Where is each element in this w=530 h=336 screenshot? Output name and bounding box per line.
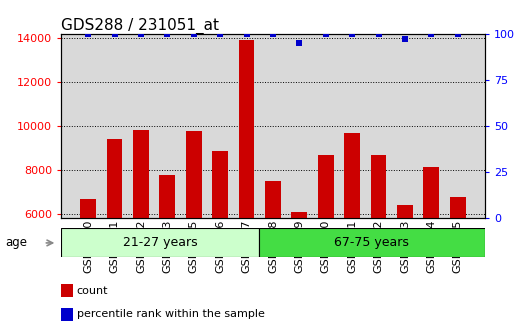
- Text: percentile rank within the sample: percentile rank within the sample: [77, 309, 264, 319]
- Bar: [212, 151, 228, 336]
- Bar: [344, 133, 360, 336]
- Text: count: count: [77, 286, 108, 296]
- Bar: [423, 167, 439, 336]
- Bar: [292, 212, 307, 336]
- Text: 21-27 years: 21-27 years: [122, 236, 197, 249]
- Bar: [265, 181, 281, 336]
- Bar: [318, 155, 334, 336]
- Bar: [259, 228, 485, 257]
- Bar: [186, 131, 202, 336]
- Bar: [61, 228, 259, 257]
- Text: 67-75 years: 67-75 years: [334, 236, 409, 249]
- Bar: [238, 40, 254, 336]
- Bar: [450, 198, 466, 336]
- Bar: [80, 199, 96, 336]
- Bar: [107, 139, 122, 336]
- Bar: [160, 175, 175, 336]
- Text: GDS288 / 231051_at: GDS288 / 231051_at: [61, 17, 219, 34]
- Bar: [133, 130, 149, 336]
- Bar: [370, 155, 386, 336]
- Text: age: age: [5, 237, 28, 249]
- Bar: [397, 205, 413, 336]
